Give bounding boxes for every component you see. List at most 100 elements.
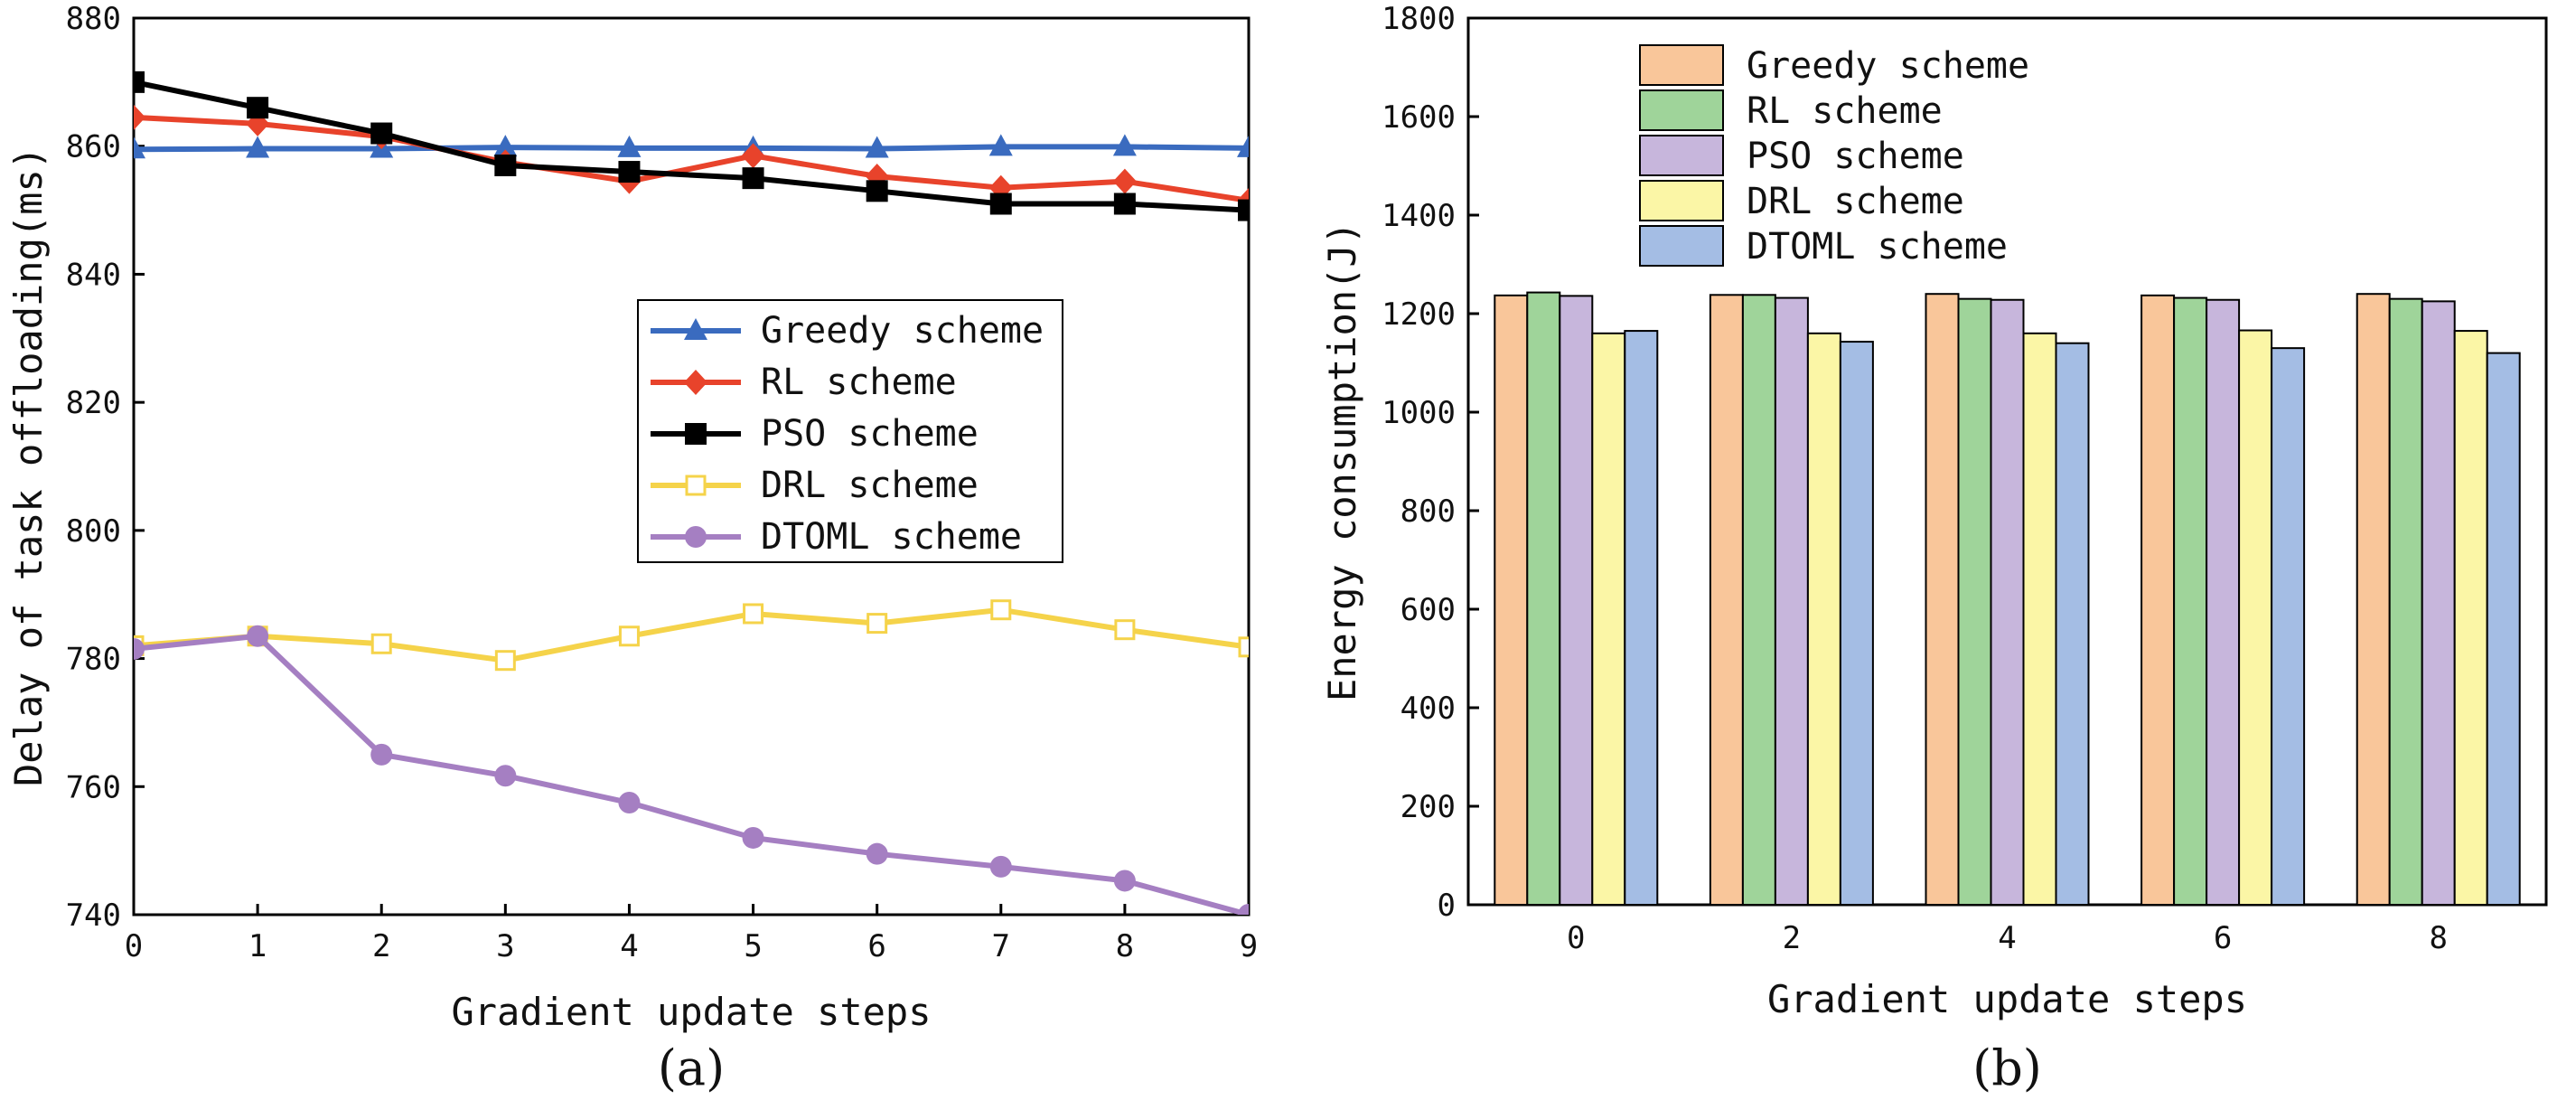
legend-item-pso-scheme: PSO scheme <box>1639 135 1964 177</box>
y-tick-label: 880 <box>66 1 121 37</box>
data-point <box>618 161 641 183</box>
legend-label: Greedy scheme <box>761 310 1044 352</box>
data-point <box>866 842 888 865</box>
y-tick-label: 740 <box>66 898 121 934</box>
x-tick-label: 3 <box>496 928 514 964</box>
data-point <box>1114 619 1136 641</box>
x-tick-label: 1 <box>248 928 267 964</box>
legend-label: DRL scheme <box>761 465 979 506</box>
legend-marker <box>685 423 707 445</box>
y-tick-label: 0 <box>1438 888 1456 924</box>
data-point <box>989 855 1012 878</box>
legend-swatch <box>1639 135 1724 176</box>
plot-frame <box>132 16 1251 917</box>
data-point <box>1113 870 1136 892</box>
bar-drl-scheme <box>2022 332 2057 906</box>
legend-label: DTOML scheme <box>1747 226 2008 268</box>
bar-pso-scheme <box>1774 296 1809 906</box>
data-point <box>618 792 641 813</box>
data-point <box>988 134 1013 156</box>
y-tick-label: 780 <box>66 642 121 678</box>
x-tick-label: 2 <box>1783 920 1801 956</box>
series-drl-scheme <box>134 599 1249 672</box>
y-axis-label: Delay of task offloading(ms) <box>6 146 51 786</box>
series-dtoml-scheme <box>134 625 1249 915</box>
line-rl-scheme <box>134 114 1249 203</box>
y-tick-label: 1000 <box>1382 395 1456 431</box>
x-tick-label: 8 <box>2429 920 2447 956</box>
bar-dtoml-scheme <box>1624 330 1659 906</box>
legend-item-dtoml-scheme: DTOML scheme <box>651 516 1022 558</box>
series-greedy-scheme <box>134 134 1249 159</box>
legend-marker <box>684 370 707 395</box>
bar-rl-scheme <box>1741 294 1776 907</box>
data-point <box>866 613 888 635</box>
data-point <box>493 135 518 157</box>
data-point <box>1238 904 1249 915</box>
data-point <box>741 143 765 169</box>
bar-pso-scheme <box>2206 298 2241 906</box>
bar-dtoml-scheme <box>2271 347 2306 906</box>
x-tick-label: 6 <box>2214 920 2232 956</box>
bar-rl-scheme <box>2388 297 2423 906</box>
data-point <box>134 71 145 93</box>
bar-greedy-scheme <box>1925 293 1960 906</box>
data-point <box>134 136 145 159</box>
data-point <box>247 625 269 647</box>
x-tick-label: 9 <box>1240 928 1258 964</box>
legend-item-greedy-scheme: Greedy scheme <box>651 310 1044 352</box>
y-tick-label: 200 <box>1400 789 1456 825</box>
legend-label: RL scheme <box>761 362 957 403</box>
y-tick-label: 600 <box>1400 592 1456 628</box>
data-point <box>247 97 269 119</box>
data-point <box>866 180 888 202</box>
x-tick-label: 2 <box>372 928 390 964</box>
legend-label: PSO scheme <box>1747 136 1964 177</box>
bar-drl-scheme <box>1806 332 1841 906</box>
data-point <box>494 765 517 787</box>
legend-item-drl-scheme: DRL scheme <box>651 465 979 506</box>
legend-label: DTOML scheme <box>761 516 1022 558</box>
x-tick-label: 7 <box>992 928 1010 964</box>
data-point <box>742 167 764 190</box>
data-point <box>1112 134 1137 156</box>
bar-rl-scheme <box>1526 291 1561 906</box>
y-tick-label: 860 <box>66 129 121 165</box>
x-tick-label: 6 <box>867 928 885 964</box>
y-tick-label: 840 <box>66 257 121 293</box>
y-tick-label: 1400 <box>1382 198 1456 234</box>
data-point <box>1237 135 1249 157</box>
y-tick-label: 400 <box>1400 691 1456 727</box>
legend-label: RL scheme <box>1747 90 1943 132</box>
line-dtoml-scheme <box>134 633 1249 915</box>
data-point <box>1113 193 1136 215</box>
x-axis-label: Gradient update steps <box>1767 977 2247 1021</box>
x-tick-label: 4 <box>1998 920 2016 956</box>
data-point <box>743 603 764 625</box>
x-tick-label: 5 <box>744 928 762 964</box>
x-tick-label: 8 <box>1116 928 1134 964</box>
data-point <box>1112 168 1137 194</box>
bar-pso-scheme <box>1990 298 2025 906</box>
bar-drl-scheme <box>1591 332 1626 906</box>
bar-chart-energy: 0 200 400 600 800 1000 1200 1400 1600 1800 0 2 4 6 8 Gr… <box>1320 1 2548 1096</box>
panel-label-a: (a) <box>658 1039 725 1096</box>
y-tick-label: 820 <box>66 385 121 421</box>
bar-dtoml-scheme <box>2486 352 2521 907</box>
legend-swatch <box>1639 89 1724 131</box>
line-greedy-scheme <box>134 144 1249 153</box>
legend-item-pso-scheme: PSO scheme <box>651 413 979 455</box>
bar-greedy-scheme <box>1709 294 1744 907</box>
bar-greedy-scheme <box>2356 293 2391 906</box>
data-point <box>742 826 764 849</box>
data-point <box>989 193 1012 215</box>
line-drl-scheme <box>134 606 1249 663</box>
y-tick-label: 800 <box>66 513 121 550</box>
y-tick-label: 800 <box>1400 494 1456 530</box>
legend-marker <box>685 475 707 496</box>
x-axis-label: Gradient update steps <box>451 990 931 1034</box>
data-point <box>990 599 1012 621</box>
x-tick-label: 0 <box>125 928 143 964</box>
